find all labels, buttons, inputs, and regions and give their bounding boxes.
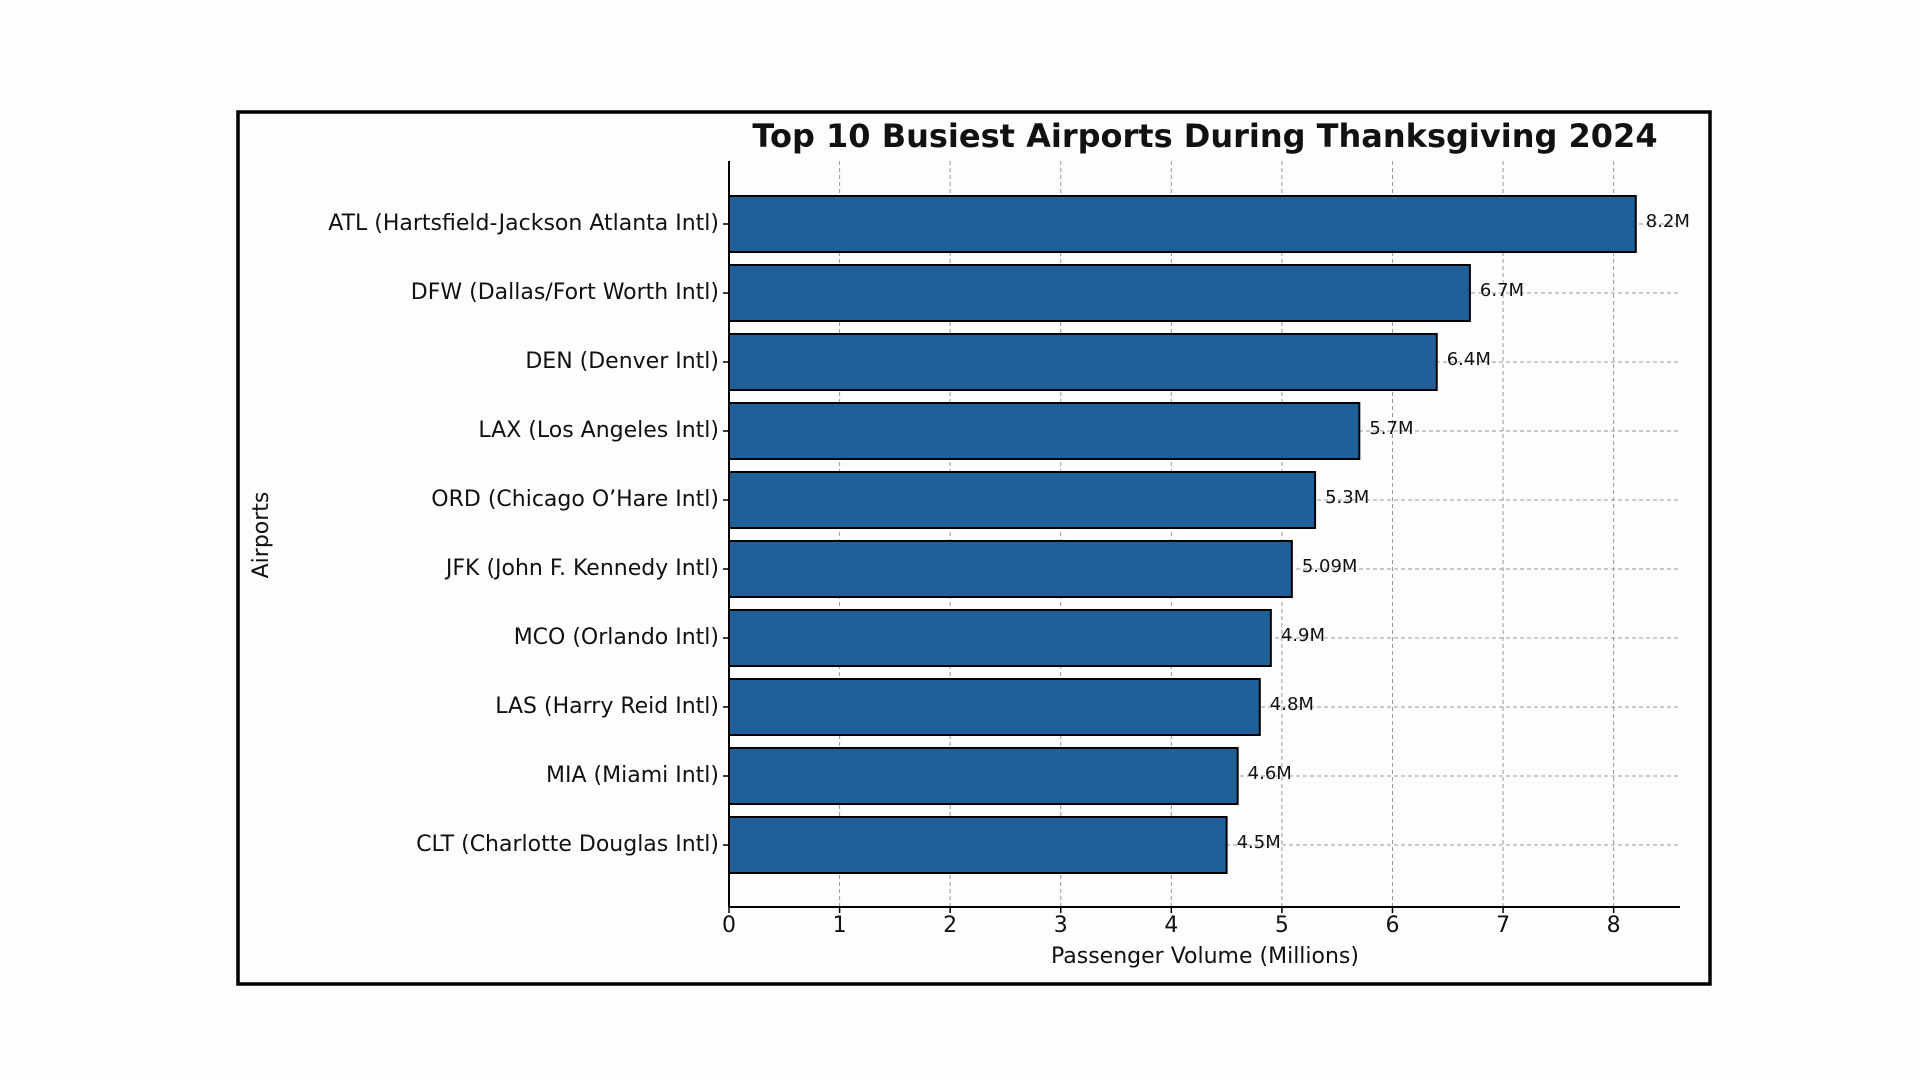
chart-title: Top 10 Busiest Airports During Thanksgiv…: [752, 117, 1657, 155]
y-tick-label: DFW (Dallas/Fort Worth Intl): [411, 280, 719, 305]
x-tick-label: 1: [833, 913, 847, 938]
y-tick-label: CLT (Charlotte Douglas Intl): [416, 832, 719, 857]
y-tick-label: LAS (Harry Reid Intl): [495, 694, 719, 719]
value-label: 6.4M: [1447, 349, 1491, 370]
value-label: 5.3M: [1325, 487, 1369, 508]
y-tick-label: MCO (Orlando Intl): [514, 625, 719, 650]
value-label: 5.09M: [1302, 556, 1358, 577]
value-label: 4.9M: [1281, 625, 1325, 646]
value-label: 5.7M: [1369, 418, 1413, 439]
bar: [728, 678, 1261, 736]
x-tick-label: 0: [722, 913, 736, 938]
y-tick-label: ATL (Hartsfield-Jackson Atlanta Intl): [328, 211, 719, 236]
x-tick-label: 6: [1385, 913, 1399, 938]
bar: [728, 816, 1228, 874]
bar: [728, 540, 1293, 598]
x-tick-label: 4: [1164, 913, 1178, 938]
x-tick-label: 2: [943, 913, 957, 938]
bar: [728, 609, 1272, 667]
value-label: 6.7M: [1480, 280, 1524, 301]
value-label: 8.2M: [1646, 211, 1690, 232]
bar: [728, 333, 1438, 391]
y-tick-label: MIA (Miami Intl): [546, 763, 719, 788]
y-tick-label: LAX (Los Angeles Intl): [478, 418, 719, 443]
bar: [728, 747, 1239, 805]
value-label: 4.5M: [1237, 832, 1281, 853]
bar: [728, 195, 1637, 253]
value-label: 4.8M: [1270, 694, 1314, 715]
y-axis-label: Airports: [249, 492, 274, 579]
x-tick-label: 3: [1054, 913, 1068, 938]
bar: [728, 471, 1317, 529]
y-tick-label: DEN (Denver Intl): [525, 349, 719, 374]
y-tick-label: ORD (Chicago O’Hare Intl): [431, 487, 719, 512]
x-axis-label: Passenger Volume (Millions): [1051, 944, 1359, 969]
x-tick-label: 5: [1275, 913, 1289, 938]
x-tick-label: 7: [1496, 913, 1510, 938]
bar: [728, 264, 1471, 322]
x-tick-label: 8: [1607, 913, 1621, 938]
value-label: 4.6M: [1248, 763, 1292, 784]
y-tick-label: JFK (John F. Kennedy Intl): [444, 556, 719, 581]
bar: [728, 402, 1361, 460]
